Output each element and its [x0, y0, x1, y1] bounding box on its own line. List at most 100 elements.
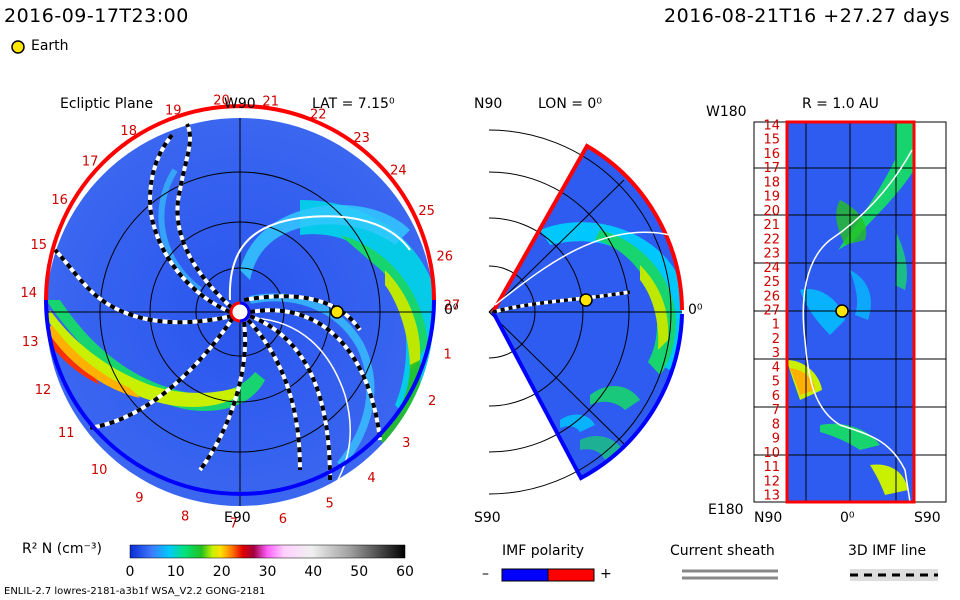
radial-x-label-s90: S90 — [914, 510, 941, 526]
rotation-label: 5 — [325, 497, 333, 512]
rotation-label: 15 — [31, 238, 48, 253]
imf-polarity-plus: + — [600, 566, 612, 582]
ecliptic-plane-panel — [44, 104, 436, 506]
radial-y-label: 20 — [763, 204, 780, 219]
radial-y-label: 2 — [772, 332, 780, 347]
radial-y-label: 16 — [763, 147, 780, 162]
ecliptic-imf-lines — [53, 123, 382, 481]
radial-y-label: 26 — [763, 289, 780, 304]
polarity-positive-swatch — [547, 568, 595, 582]
rotation-label: 22 — [310, 108, 327, 123]
radial-y-label: 10 — [763, 446, 780, 461]
radial-y-label: 14 — [763, 119, 780, 134]
ecliptic-earth-marker — [330, 305, 344, 319]
radial-bottom-left-label: E180 — [708, 502, 744, 518]
radial-title: R = 1.0 AU — [802, 96, 879, 112]
rotation-label: 20 — [213, 93, 230, 108]
meridional-earth-marker — [579, 293, 593, 307]
meridional-grid — [488, 129, 682, 495]
rotation-label: 3 — [402, 436, 410, 451]
simulation-time: 2016-09-17T23:00 — [4, 5, 189, 27]
earth-legend-icon — [11, 40, 25, 54]
radial-y-label: 25 — [763, 275, 780, 290]
colorbar-tick-label: 0 — [126, 564, 135, 580]
radial-grid — [753, 121, 947, 503]
meridional-plane-panel — [488, 129, 684, 495]
radial-y-label: 17 — [763, 161, 780, 176]
radial-y-label: 5 — [772, 375, 780, 390]
colorbar-tick-label: 10 — [167, 564, 185, 580]
legend-swatches — [501, 568, 938, 582]
ecliptic-title: Ecliptic Plane — [60, 96, 154, 112]
rotation-label: 12 — [35, 383, 52, 398]
rotation-label: 19 — [165, 103, 182, 118]
current-sheath-title: Current sheath — [670, 543, 775, 559]
meridional-density-heatmap — [540, 222, 682, 460]
rotation-label: 21 — [262, 95, 279, 110]
ecliptic-top-label: W90 — [224, 96, 256, 112]
radial-y-label: 4 — [772, 360, 780, 375]
earth-legend-label: Earth — [31, 38, 69, 54]
colorbar-tick-label: 20 — [213, 564, 231, 580]
radial-y-label: 21 — [763, 218, 780, 233]
colorbar-tick-label: 40 — [304, 564, 322, 580]
radial-density-heatmap — [787, 122, 914, 495]
rotation-label: 18 — [120, 124, 137, 139]
imf-polarity-title: IMF polarity — [502, 543, 585, 559]
radial-y-label: 12 — [763, 474, 780, 489]
rotation-label: 2 — [428, 394, 436, 409]
ecliptic-rotation-labels: 20 21222324252627123456789101112131415161… — [21, 93, 461, 531]
rotation-label: 27 — [444, 298, 461, 313]
rotation-label: 8 — [181, 509, 189, 524]
meridional-lon-label: LON = 0⁰ — [538, 96, 602, 112]
reference-time: 2016-08-21T16 +27.27 days — [664, 5, 950, 27]
colorbar-tick-label: 30 — [259, 564, 277, 580]
radial-earth-marker — [835, 304, 849, 318]
rotation-label: 16 — [51, 193, 68, 208]
ecliptic-right-label: 0⁰ — [444, 302, 459, 318]
colorbar — [129, 544, 406, 559]
rotation-label: 24 — [390, 164, 407, 179]
rotation-label: 14 — [21, 286, 38, 301]
colorbar-tick-label: 50 — [350, 564, 368, 580]
radial-y-label: 1 — [772, 318, 780, 333]
radial-x-label-0: 0⁰ — [840, 510, 855, 526]
radial-y-label: 13 — [763, 489, 780, 504]
rotation-label: 1 — [443, 347, 451, 362]
polarity-negative-swatch — [501, 568, 549, 582]
radial-y-label: 15 — [763, 133, 780, 148]
rotation-label: 25 — [418, 204, 435, 219]
colorbar-tick-label: 60 — [396, 564, 414, 580]
radial-y-label: 9 — [772, 432, 780, 447]
radial-y-label: 8 — [772, 417, 780, 432]
radial-y-label: 6 — [772, 389, 780, 404]
radial-y-label: 7 — [772, 403, 780, 418]
meridional-top-label: N90 — [474, 96, 503, 112]
ecliptic-bottom-label: E90 — [224, 510, 251, 526]
rotation-label: 9 — [135, 491, 143, 506]
rotation-label: 10 — [91, 463, 108, 478]
rotation-label: 11 — [58, 426, 75, 441]
rotation-label: 6 — [279, 512, 287, 527]
rotation-label: 26 — [437, 250, 454, 265]
radial-surface-panel — [753, 120, 947, 504]
meridional-right-label: 0⁰ — [688, 302, 703, 318]
radial-top-left-label: W180 — [706, 104, 747, 120]
ecliptic-lat-label: LAT = 7.15⁰ — [312, 96, 395, 112]
rotation-label: 17 — [82, 155, 99, 170]
rotation-label: 4 — [367, 471, 375, 486]
rotation-label: 13 — [22, 335, 39, 350]
radial-y-label: 27 — [763, 304, 780, 319]
colorbar-ticks: 0 10 20 30 40 50 60 — [126, 564, 414, 580]
rotation-label: 7 — [230, 516, 238, 531]
radial-y-label: 22 — [763, 232, 780, 247]
imf-polarity-minus: – — [482, 566, 489, 582]
ecliptic-density-heatmap — [46, 168, 434, 468]
model-info-footer: ENLIL-2.7 lowres-2181-a3b1f WSA_V2.2 GON… — [4, 586, 266, 597]
radial-y-label: 11 — [763, 460, 780, 475]
radial-rotation-labels: 1415161718192021222324252627123456789101… — [763, 119, 780, 504]
radial-y-label: 19 — [763, 190, 780, 205]
radial-y-label: 18 — [763, 175, 780, 190]
radial-x-label-n90: N90 — [754, 510, 783, 526]
